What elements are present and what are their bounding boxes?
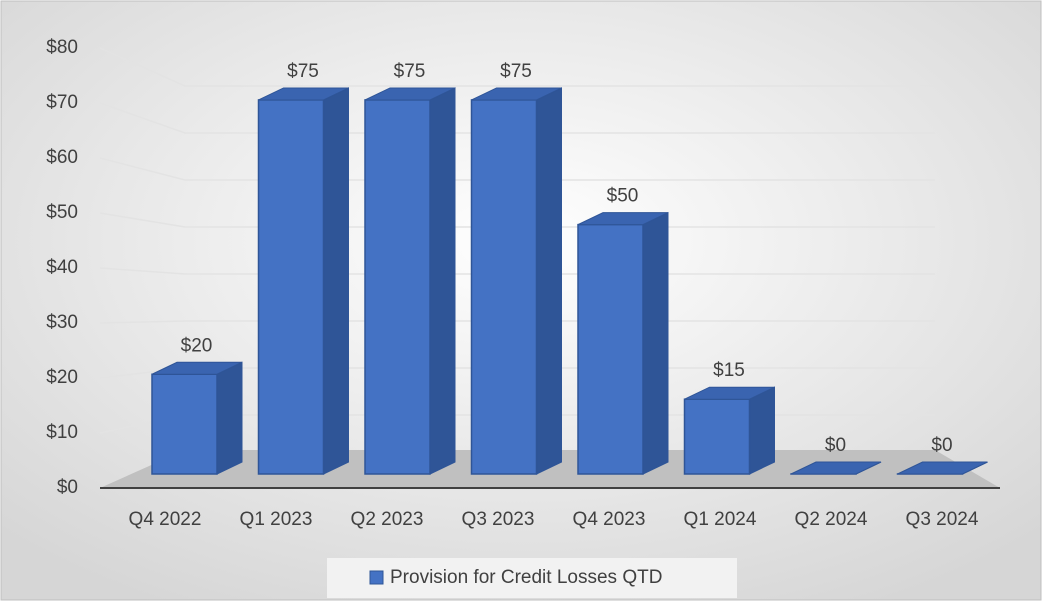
bar-side: [216, 361, 243, 475]
data-label: $0: [931, 435, 952, 456]
bar-top: [364, 87, 456, 101]
bar-side: [642, 211, 669, 475]
bar-top: [471, 87, 562, 101]
grid-line: [99, 157, 935, 181]
bar: [683, 398, 751, 475]
bar-top: [684, 386, 775, 400]
bar-side: [429, 87, 456, 475]
x-tick-label: Q1 2023: [240, 509, 313, 530]
data-label: $75: [500, 61, 532, 82]
data-label: $50: [607, 186, 639, 207]
y-tick-label: $60: [46, 147, 78, 168]
grid-line: [99, 47, 935, 87]
y-tick-label: $30: [46, 312, 78, 333]
data-label: $75: [287, 61, 319, 82]
data-label: $15: [713, 360, 745, 381]
bar-side: [323, 87, 349, 475]
y-tick-label: $0: [57, 477, 78, 498]
bar: [577, 223, 644, 475]
x-tick-label: Q4 2023: [573, 509, 646, 530]
x-tick-label: Q4 2022: [129, 509, 202, 530]
x-tick-label: Q3 2024: [906, 509, 979, 530]
grid-line: [99, 267, 935, 275]
y-tick-label: $20: [46, 367, 78, 388]
bar-side: [749, 386, 775, 475]
x-tick-label: Q1 2024: [684, 509, 757, 530]
legend-box: [327, 558, 737, 598]
y-tick-label: $10: [46, 422, 78, 443]
x-tick-label: Q2 2024: [795, 509, 868, 530]
y-tick-label: $50: [46, 202, 78, 223]
bar: [470, 99, 538, 475]
bar-top: [577, 212, 669, 226]
bar: [151, 373, 218, 475]
grid-line: [99, 102, 935, 134]
bar-top: [897, 461, 988, 475]
data-label: $75: [394, 61, 426, 82]
legend-swatch: [369, 570, 384, 585]
bar-side: [536, 87, 562, 475]
x-tick-label: Q3 2023: [462, 509, 535, 530]
x-tick-label: Q2 2023: [351, 509, 424, 530]
legend-label: Provision for Credit Losses QTD: [390, 567, 662, 588]
y-tick-label: $80: [46, 37, 78, 58]
grid-line: [99, 212, 935, 228]
data-label: $20: [181, 335, 213, 356]
grid-line: [99, 320, 935, 324]
bar-top: [790, 461, 882, 475]
y-tick-label: $40: [46, 257, 78, 278]
bar-top: [258, 87, 349, 101]
bar: [364, 99, 431, 475]
bar: [257, 99, 325, 475]
data-label: $0: [825, 435, 846, 456]
y-tick-label: $70: [46, 92, 78, 113]
bar-top: [151, 361, 243, 375]
